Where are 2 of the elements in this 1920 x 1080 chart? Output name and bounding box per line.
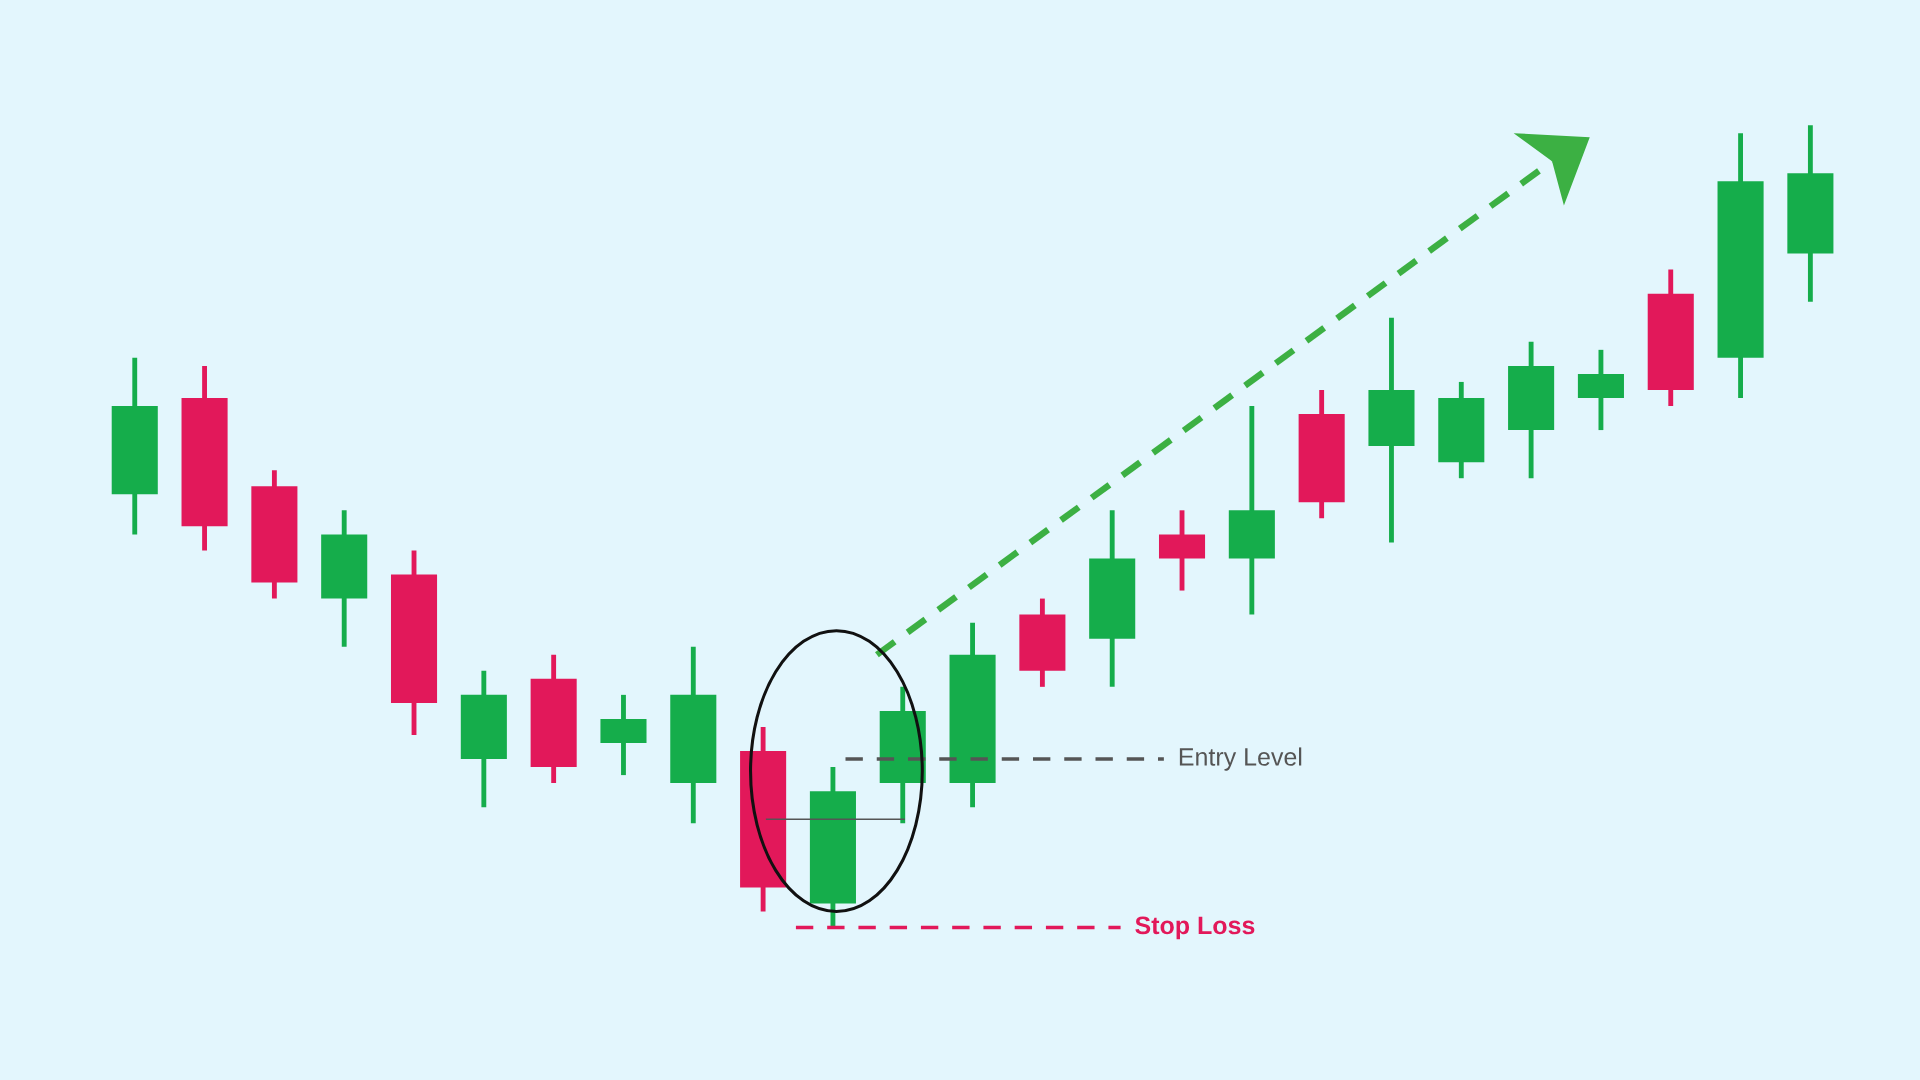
ref-line-label: Stop Loss (1135, 916, 1255, 940)
ref-line-label: Entry Level (1179, 747, 1302, 771)
